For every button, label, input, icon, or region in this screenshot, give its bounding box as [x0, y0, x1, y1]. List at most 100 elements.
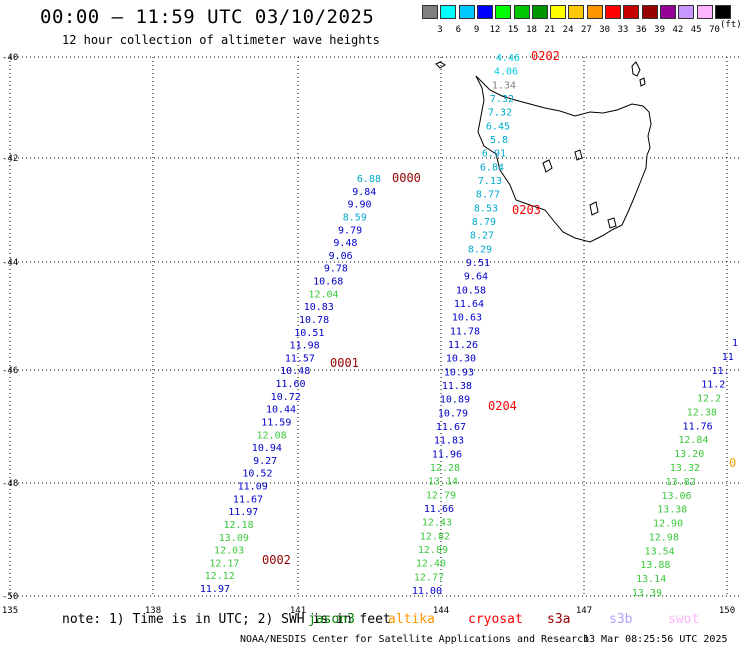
swh-value: 9.48 — [333, 238, 357, 249]
swh-value: 11. — [711, 366, 729, 377]
satellite-name: s3b — [609, 612, 633, 627]
lon-tick-label: 135 — [2, 606, 18, 616]
swh-value: 12.28 — [430, 463, 460, 474]
legend-label: 42 — [672, 25, 684, 35]
swh-value: 12.90 — [653, 519, 683, 530]
swh-value: 9.79 — [338, 225, 362, 236]
lon-tick-label: 147 — [576, 606, 592, 616]
swh-value: 10.68 — [313, 277, 343, 288]
legend-swatch — [641, 5, 658, 19]
swh-value: 10.72 — [271, 392, 301, 403]
satellite-name: jason3 — [308, 612, 355, 627]
footnote: note: 1) Time is in UTC; 2) SWH is in fe… — [62, 612, 391, 627]
pass-time-label: 0203 — [512, 203, 541, 217]
legend-label: 24 — [562, 25, 574, 35]
legend-swatch — [714, 5, 731, 19]
swh-value: 13.14 — [636, 574, 666, 585]
swh-value: 11.78 — [450, 326, 480, 337]
pass-time-label: 0000 — [392, 171, 421, 185]
legend-unit: (ft) — [720, 20, 740, 30]
swh-value: 13.06 — [661, 491, 691, 502]
legend-swatch — [659, 5, 676, 19]
swh-value: 11.09 — [238, 482, 268, 493]
lat-tick-label: -46 — [2, 366, 18, 376]
swh-value: 10.79 — [438, 408, 468, 419]
swh-value: 10.94 — [252, 443, 282, 454]
swh-value: 6.84 — [480, 162, 504, 173]
swh-value: 11.38 — [442, 381, 472, 392]
swh-value: 11.2 — [701, 380, 725, 391]
legend-swatch — [495, 5, 512, 19]
swh-value: 10.93 — [444, 367, 474, 378]
swh-value: 13.09 — [219, 533, 249, 544]
swh-value: 10.52 — [242, 469, 272, 480]
lat-tick-label: -40 — [2, 53, 18, 63]
swh-value: 11.57 — [285, 353, 315, 364]
chart-title: 00:00 — 11:59 UTC 03/10/2025 — [40, 6, 375, 28]
swh-value: 13.38 — [657, 505, 687, 516]
swh-value: 12.40 — [416, 559, 446, 570]
pass-time-label: 0002 — [262, 553, 291, 567]
swh-value: 11.76 — [683, 421, 713, 432]
swh-value: 6.91 — [482, 149, 506, 160]
lon-tick-label: 138 — [145, 606, 161, 616]
legend-swatch — [605, 5, 621, 19]
swh-value: 10.58 — [456, 285, 486, 296]
swh-value: 11.98 — [290, 341, 320, 352]
swh-value: 11.66 — [424, 504, 454, 515]
swh-value: 7.32 — [488, 108, 512, 119]
swh-value: 12.82 — [420, 531, 450, 542]
legend-label: 6 — [455, 25, 461, 35]
swh-value: 8.27 — [470, 231, 494, 242]
swh-value: 9.51 — [466, 258, 490, 269]
legend-label: 39 — [654, 25, 666, 35]
legend-label: 18 — [526, 25, 537, 35]
swh-value: 13.88 — [640, 560, 670, 571]
satellite-name: s3a — [547, 612, 571, 627]
swh-value: 11.67 — [233, 494, 263, 505]
track-time-labels: 0202 0203 0204 0000 0001 0002 0 — [262, 49, 736, 567]
swh-value: 12.08 — [257, 430, 287, 441]
legend-swatch — [696, 5, 713, 19]
lon-tick-label: 141 — [290, 606, 306, 616]
legend-swatch — [623, 5, 640, 19]
satellite-name: altika — [388, 612, 435, 627]
legend-swatch — [513, 5, 530, 19]
swh-value: 8.77 — [476, 190, 500, 201]
lon-tick-label: 150 — [719, 606, 735, 616]
legend-swatch — [586, 5, 603, 19]
legend-label: 21 — [544, 25, 556, 35]
swh-value: 8.79 — [472, 217, 496, 228]
swh-value: 13.32 — [670, 463, 700, 474]
swh-value: 9.64 — [464, 272, 488, 283]
swh-value: 10.30 — [446, 354, 476, 365]
legend-swatch — [458, 5, 475, 19]
swh-value: 12.38 — [687, 407, 717, 418]
legend-swatch — [440, 5, 457, 19]
swh-value: 10.89 — [440, 395, 470, 406]
swh-value: 13.20 — [674, 449, 704, 460]
pass-time-label: 0204 — [488, 399, 517, 413]
swh-value: 12.43 — [422, 518, 452, 529]
map-grid — [9, 56, 740, 597]
swh-value: 1.34 — [492, 80, 516, 91]
swh-value: 11 — [722, 352, 734, 363]
swh-value: 11.97 — [228, 507, 258, 518]
lat-tick-label: -44 — [2, 258, 18, 268]
swh-value: 5.8 — [490, 135, 508, 146]
swh-value: 10.51 — [294, 328, 324, 339]
swh-value: 8.29 — [468, 244, 492, 255]
swh-value: 9.90 — [347, 200, 371, 211]
swh-value: 10.83 — [304, 302, 334, 313]
swh-value: 8.53 — [474, 203, 498, 214]
legend-swatch — [678, 5, 695, 19]
legend-label: 27 — [580, 25, 592, 35]
legend-label: 12 — [489, 25, 501, 35]
track-values: 6.889.849.908.599.799.489.069.7810.6812.… — [200, 53, 738, 599]
swh-value: 4.46 — [496, 53, 520, 64]
swh-value: 12.2 — [697, 394, 721, 405]
lat-tick-label: -42 — [2, 154, 18, 164]
swh-value: 12.98 — [649, 532, 679, 543]
swh-value: 12.12 — [205, 571, 235, 582]
swh-value: 4.06 — [494, 67, 518, 78]
